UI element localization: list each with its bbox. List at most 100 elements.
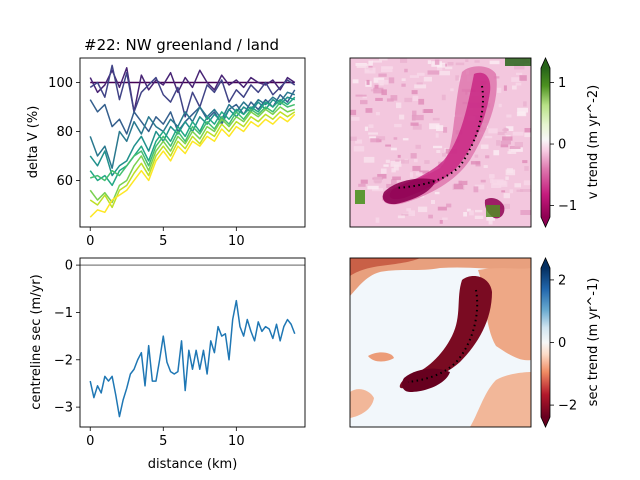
y-tick-label-1: −1: [54, 306, 73, 321]
map1-noise-cell: [470, 161, 480, 165]
map1-noise-cell: [401, 83, 406, 87]
map1-noise-cell: [491, 183, 502, 188]
map1-noise-cell: [358, 183, 366, 187]
map1-noise-cell: [480, 179, 486, 183]
colorbar1-outline: [540, 57, 551, 228]
map1-noise-cell: [416, 72, 425, 76]
delta-v-y-ticks: 60 80 100: [48, 76, 80, 189]
map1-noise-cell: [418, 98, 425, 105]
colorbar-tick-label-2: −2: [558, 399, 577, 414]
map1-noise-cell: [390, 95, 398, 101]
map1-noise-cell: [496, 140, 501, 146]
map1-noise-cell: [489, 174, 495, 179]
map1-noise-cell: [508, 148, 517, 154]
colorbar2-label: sec trend (m yr^-1): [586, 278, 601, 407]
map1-noise-cell: [402, 138, 409, 141]
x-tick-label-0: 0: [86, 434, 94, 449]
map1-noise-cell: [509, 189, 514, 194]
map1-noise-cell: [356, 63, 369, 68]
x-tick-label-2: 10: [228, 234, 245, 249]
map1-noise-cell: [514, 63, 525, 70]
map1-noise-cell: [524, 132, 531, 138]
map1-noise-cell: [416, 82, 423, 86]
map1-noise-cell: [524, 128, 531, 133]
map1-noise-cell: [373, 87, 384, 94]
map1-noise-cell: [375, 217, 380, 223]
map1-noise-cell: [439, 220, 443, 224]
map1-noise-cell: [515, 82, 522, 86]
map1-noise-cell: [442, 217, 448, 220]
map1-green-patch-2: [486, 205, 500, 217]
map1-noise-cell: [410, 122, 419, 126]
map1-noise-cell: [390, 147, 397, 151]
colorbar1-extend-top: [541, 58, 550, 68]
series-line-6: [89, 96, 296, 187]
map1-noise-cell: [386, 183, 396, 188]
map1-noise-cell: [437, 206, 447, 211]
map1-noise-cell: [375, 97, 383, 101]
map1-noise-cell: [401, 159, 409, 164]
map2-land-patch: [368, 352, 394, 362]
map1-noise-cell: [474, 154, 479, 158]
map1-noise-cell: [474, 215, 484, 219]
map1-noise-cell: [475, 209, 483, 213]
map1-noise-cell: [372, 188, 384, 192]
map2-frame: [349, 257, 532, 428]
colorbar2-outline: [540, 257, 551, 428]
map1-noise-cell: [397, 215, 405, 219]
map1-noise-cell: [396, 102, 402, 109]
map1-noise-cell: [388, 77, 395, 84]
colorbar2-extend-bottom: [541, 417, 550, 427]
map1-noise-cell: [409, 75, 419, 78]
map1-noise-cell: [431, 200, 435, 204]
map1-noise-cell: [385, 159, 390, 163]
x-tick-label-1: 5: [159, 234, 167, 249]
map1-noise-cell: [369, 136, 376, 139]
map1-noise-cell: [486, 216, 495, 221]
map1-noise-cell: [441, 94, 446, 101]
map1-noise-cell: [390, 161, 402, 167]
map1-noise-cell: [473, 186, 479, 193]
map1-noise-cell: [474, 184, 485, 190]
map1-noise-cell: [364, 67, 376, 74]
map1-noise-cell: [514, 142, 523, 148]
map1-noise-cell: [480, 144, 489, 149]
map1-noise-cell: [413, 158, 418, 163]
map1-noise-cell: [414, 84, 427, 89]
series-line-9: [89, 111, 296, 209]
map1-noise-cell: [409, 172, 414, 178]
map1-noise-cell: [434, 59, 440, 65]
colorbar-tick-label-0: 2: [558, 273, 566, 288]
map1-noise-cell: [523, 180, 531, 186]
map1-noise-cell: [401, 78, 406, 81]
map1-noise-cell: [406, 208, 411, 212]
series-line-7: [89, 101, 296, 182]
map1-noise-cell: [505, 169, 516, 176]
map1-noise-cell: [427, 60, 432, 64]
map1-noise-cell: [391, 168, 396, 173]
map1-noise-cell: [493, 150, 500, 156]
map1-noise-cell: [511, 77, 521, 82]
y-tick-label-1: 80: [56, 125, 73, 140]
delta-v-chart: #22: NW greenland / land 0 5 10 60 80 100 de…: [26, 36, 306, 249]
map1-noise-cell: [512, 131, 524, 136]
map1-noise-cell: [378, 73, 387, 77]
map1-noise-cell: [368, 132, 378, 135]
colorbar-tick-label-1: 0: [558, 336, 566, 351]
map1-noise-cell: [500, 140, 511, 145]
colorbar2-gradient: [541, 268, 550, 417]
map1-noise-cell: [350, 136, 357, 141]
map1-noise-cell: [474, 60, 480, 63]
map1-noise-cell: [385, 144, 391, 147]
map1-noise-cell: [458, 180, 468, 185]
map1-noise-cell: [364, 126, 368, 131]
map1-noise-cell: [524, 166, 529, 171]
map1-noise-cell: [393, 164, 399, 171]
y-tick-label-0: 0: [65, 259, 73, 274]
map1-noise-cell: [382, 66, 394, 69]
map1-noise-cell: [519, 75, 527, 81]
v-trend-colorbar: 1 0 −1 v trend (m yr^-2): [540, 57, 601, 228]
map1-green-patch-1: [355, 190, 365, 204]
map1-noise-cell: [415, 172, 423, 176]
